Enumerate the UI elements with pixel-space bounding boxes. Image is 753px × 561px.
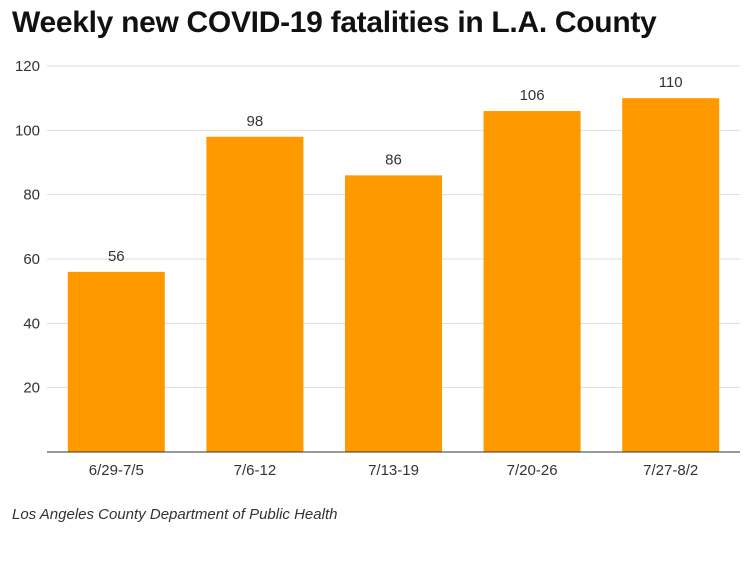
- y-tick-label: 80: [23, 187, 40, 204]
- x-tick-label: 7/27-8/2: [643, 462, 698, 479]
- bar: [483, 111, 581, 453]
- data-labels: 56 98 86 106 110: [108, 74, 683, 265]
- x-tick-label: 7/6-12: [234, 462, 277, 479]
- y-tick-label: 20: [23, 380, 40, 397]
- y-tick-label: 120: [15, 58, 40, 75]
- x-tick-label: 6/29-7/5: [89, 462, 144, 479]
- y-tick-label: 40: [23, 315, 40, 332]
- chart-title: Weekly new COVID-19 fatalities in L.A. C…: [12, 6, 657, 39]
- x-tick-label: 7/20-26: [507, 462, 558, 479]
- bars: [67, 98, 720, 453]
- y-tick-label: 60: [23, 251, 40, 268]
- bar: [344, 175, 443, 452]
- bar-value-label: 98: [247, 113, 264, 130]
- bar: [206, 136, 304, 452]
- bar: [67, 271, 165, 452]
- bar-value-label: 86: [385, 151, 402, 168]
- y-axis-ticks: 20 40 60 80 100 120: [15, 58, 40, 397]
- x-tick-label: 7/13-19: [368, 462, 419, 479]
- source-note: Los Angeles County Department of Public …: [12, 506, 338, 523]
- bar: [622, 98, 720, 453]
- bar-value-label: 106: [520, 87, 545, 104]
- x-axis-labels: 6/29-7/5 7/6-12 7/13-19 7/20-26 7/27-8/2: [89, 462, 698, 479]
- y-tick-label: 100: [15, 122, 40, 139]
- bar-value-label: 56: [108, 248, 125, 265]
- bar-value-label: 110: [659, 74, 683, 91]
